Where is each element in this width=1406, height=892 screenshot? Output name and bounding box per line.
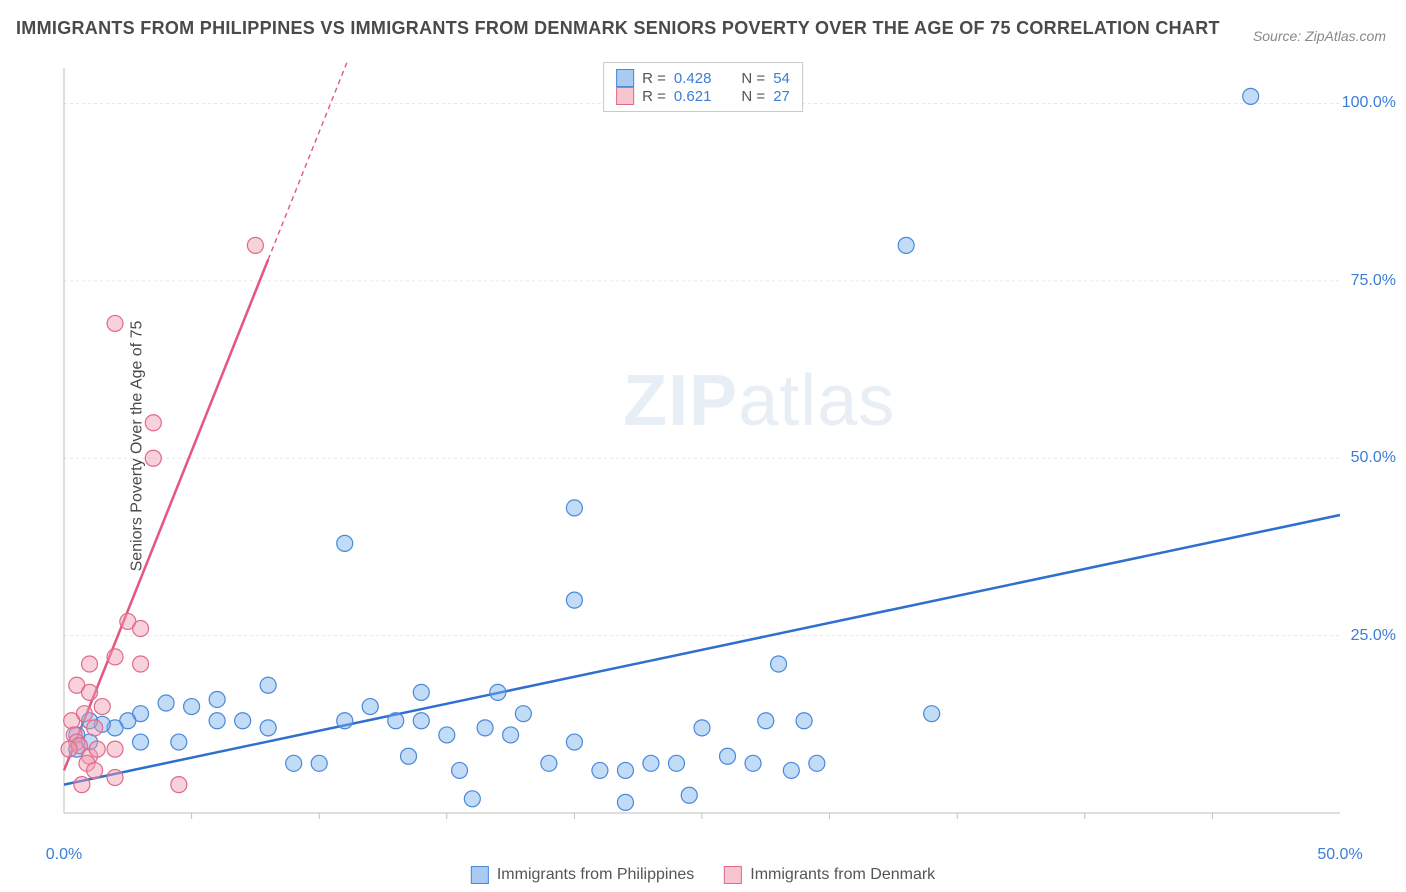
x-tick-label: 50.0% <box>1317 846 1362 864</box>
legend-row-philippines: R = 0.428 N = 54 <box>616 69 790 87</box>
source-value: ZipAtlas.com <box>1305 28 1386 44</box>
n-label: N = <box>741 88 765 105</box>
source-label: Source: <box>1253 28 1301 44</box>
y-tick-label: 100.0% <box>1342 94 1396 112</box>
swatch-pink-icon <box>724 866 742 884</box>
swatch-blue-icon <box>471 866 489 884</box>
y-tick-label: 50.0% <box>1351 449 1396 467</box>
legend-series: Immigrants from Philippines Immigrants f… <box>471 866 935 884</box>
legend-item-philippines: Immigrants from Philippines <box>471 866 694 884</box>
chart-title: IMMIGRANTS FROM PHILIPPINES VS IMMIGRANT… <box>16 18 1220 39</box>
legend-label: Immigrants from Denmark <box>750 866 935 884</box>
r-value-denmark: 0.621 <box>674 88 712 105</box>
legend-correlation: R = 0.428 N = 54 R = 0.621 N = 27 <box>603 62 803 112</box>
y-tick-label: 75.0% <box>1351 272 1396 290</box>
r-label: R = <box>642 88 666 105</box>
legend-label: Immigrants from Philippines <box>497 866 694 884</box>
legend-row-denmark: R = 0.621 N = 27 <box>616 87 790 105</box>
y-tick-label: 25.0% <box>1351 627 1396 645</box>
source-attribution: Source: ZipAtlas.com <box>1253 28 1386 44</box>
swatch-blue-icon <box>616 69 634 87</box>
r-label: R = <box>642 70 666 87</box>
swatch-pink-icon <box>616 87 634 105</box>
r-value-philippines: 0.428 <box>674 70 712 87</box>
legend-item-denmark: Immigrants from Denmark <box>724 866 935 884</box>
n-label: N = <box>741 70 765 87</box>
n-value-denmark: 27 <box>773 88 790 105</box>
n-value-philippines: 54 <box>773 70 790 87</box>
scatter-plot <box>50 60 1370 840</box>
x-tick-label: 0.0% <box>46 846 82 864</box>
